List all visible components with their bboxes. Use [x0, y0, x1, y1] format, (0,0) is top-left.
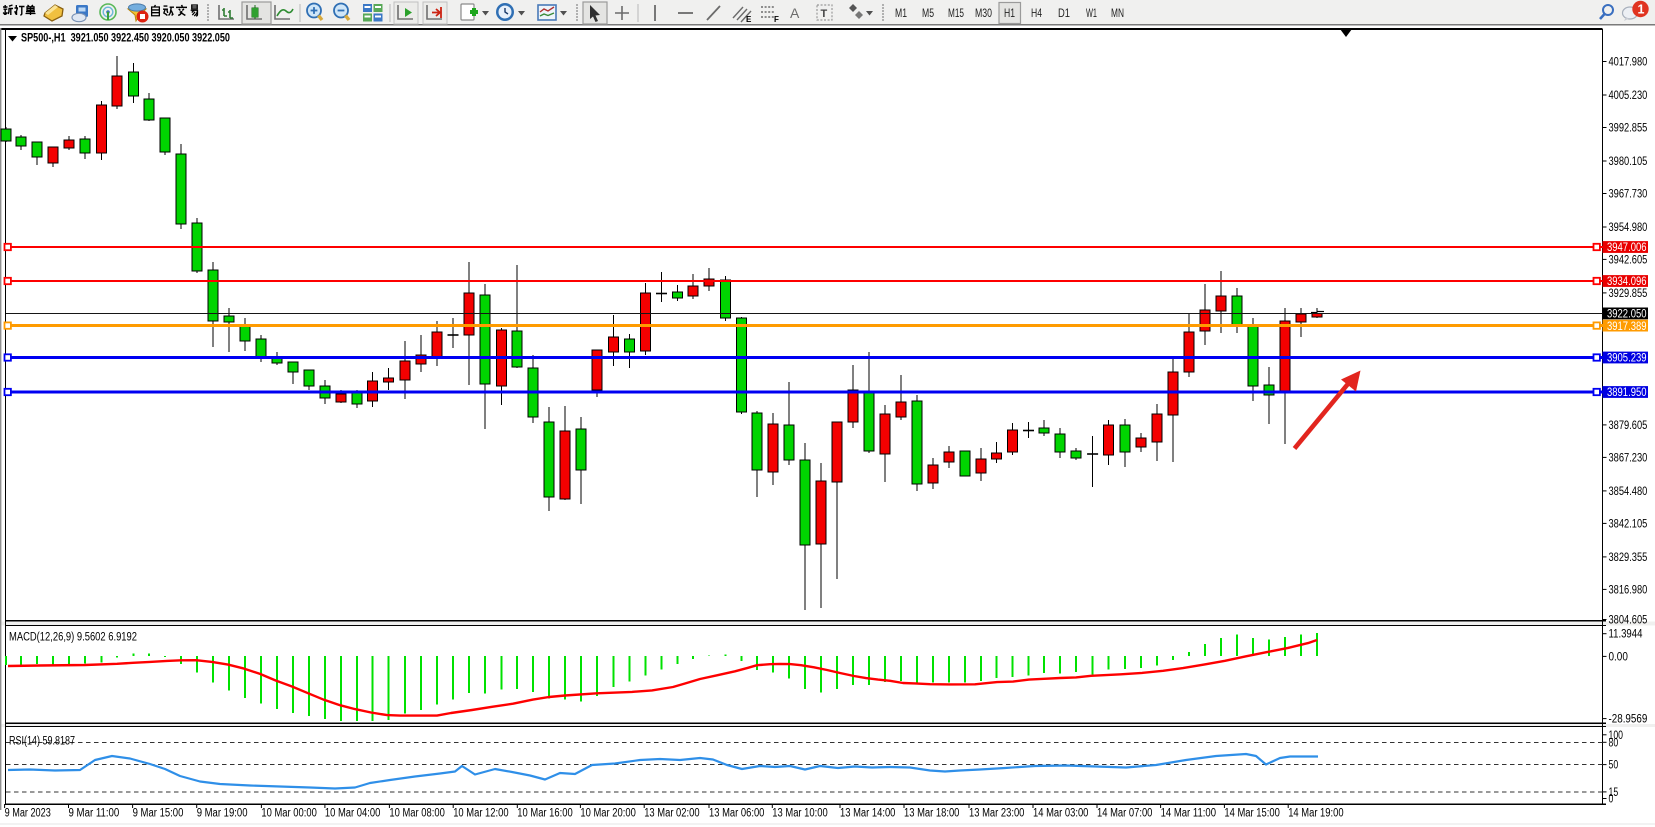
svg-text:9 Mar 19:00: 9 Mar 19:00 — [197, 808, 248, 820]
svg-text:3947.006: 3947.006 — [1607, 242, 1647, 254]
svg-text:14 Mar 07:00: 14 Mar 07:00 — [1097, 808, 1152, 820]
svg-text:M5: M5 — [922, 6, 934, 20]
svg-text:10 Mar 00:00: 10 Mar 00:00 — [261, 808, 316, 820]
svg-text:3842.105: 3842.105 — [1609, 518, 1648, 530]
svg-text:3942.605: 3942.605 — [1609, 254, 1648, 266]
svg-text:3967.730: 3967.730 — [1609, 189, 1648, 201]
svg-text:M30: M30 — [975, 6, 992, 20]
svg-text:10 Mar 12:00: 10 Mar 12:00 — [453, 808, 508, 820]
svg-text:A: A — [790, 5, 800, 21]
svg-text:50: 50 — [1609, 760, 1619, 772]
svg-text:9 Mar 11:00: 9 Mar 11:00 — [69, 808, 120, 820]
svg-text:3954.980: 3954.980 — [1609, 222, 1648, 234]
svg-text:T: T — [821, 8, 828, 20]
svg-text:3829.355: 3829.355 — [1609, 552, 1648, 564]
svg-text:14 Mar 19:00: 14 Mar 19:00 — [1288, 808, 1343, 820]
svg-text:15: 15 — [1609, 787, 1619, 799]
svg-text:W1: W1 — [1086, 6, 1097, 20]
svg-text:9 Mar 2023: 9 Mar 2023 — [5, 808, 51, 820]
svg-text:0: 0 — [1609, 794, 1614, 806]
svg-text:-28.9569: -28.9569 — [1609, 714, 1648, 726]
svg-text:F: F — [774, 15, 779, 24]
svg-text:MACD(12,26,9) 9.5602 6.9192: MACD(12,26,9) 9.5602 6.9192 — [9, 632, 137, 644]
svg-text:3929.855: 3929.855 — [1609, 288, 1648, 300]
svg-text:10 Mar 20:00: 10 Mar 20:00 — [580, 808, 635, 820]
svg-text:H1: H1 — [1004, 6, 1015, 20]
svg-text:13 Mar 23:00: 13 Mar 23:00 — [969, 808, 1024, 820]
svg-text:100: 100 — [1609, 730, 1624, 742]
svg-text:9 Mar 15:00: 9 Mar 15:00 — [133, 808, 184, 820]
svg-text:3934.096: 3934.096 — [1607, 276, 1647, 288]
svg-text:14 Mar 03:00: 14 Mar 03:00 — [1033, 808, 1088, 820]
svg-text:3992.855: 3992.855 — [1609, 123, 1648, 135]
svg-text:3905.239: 3905.239 — [1607, 353, 1647, 365]
svg-text:4005.230: 4005.230 — [1609, 90, 1648, 102]
svg-text:3816.980: 3816.980 — [1609, 584, 1648, 596]
svg-text:13 Mar 06:00: 13 Mar 06:00 — [709, 808, 764, 820]
svg-text:10 Mar 16:00: 10 Mar 16:00 — [517, 808, 572, 820]
svg-text:M15: M15 — [948, 6, 964, 20]
svg-text:SP500-,H1 3921.050 3922.450 3: SP500-,H1 3921.050 3922.450 3920.050 392… — [21, 31, 230, 45]
svg-text:0.00: 0.00 — [1609, 651, 1628, 663]
svg-text:13 Mar 18:00: 13 Mar 18:00 — [904, 808, 959, 820]
svg-text:1: 1 — [1638, 3, 1645, 17]
svg-text:3879.605: 3879.605 — [1609, 420, 1648, 432]
svg-text:10 Mar 04:00: 10 Mar 04:00 — [325, 808, 380, 820]
svg-text:80: 80 — [1609, 737, 1619, 749]
svg-text:3867.230: 3867.230 — [1609, 452, 1648, 464]
svg-text:11.3944: 11.3944 — [1609, 629, 1643, 641]
svg-text:14 Mar 15:00: 14 Mar 15:00 — [1224, 808, 1279, 820]
svg-text:3917.389: 3917.389 — [1607, 321, 1647, 333]
svg-text:13 Mar 14:00: 13 Mar 14:00 — [840, 808, 895, 820]
svg-text:MN: MN — [1111, 6, 1124, 20]
svg-text:3922.050: 3922.050 — [1607, 309, 1647, 321]
svg-text:H4: H4 — [1031, 6, 1042, 20]
svg-text:E: E — [746, 15, 752, 24]
svg-text:10 Mar 08:00: 10 Mar 08:00 — [389, 808, 444, 820]
svg-text:RSI(14) 59.8187: RSI(14) 59.8187 — [9, 736, 75, 748]
svg-text:13 Mar 02:00: 13 Mar 02:00 — [644, 808, 699, 820]
svg-text:13 Mar 10:00: 13 Mar 10:00 — [772, 808, 827, 820]
svg-text:3980.105: 3980.105 — [1609, 156, 1648, 168]
svg-text:14 Mar 11:00: 14 Mar 11:00 — [1161, 808, 1216, 820]
svg-text:3891.950: 3891.950 — [1607, 387, 1647, 399]
svg-text:M1: M1 — [895, 6, 907, 20]
svg-text:D1: D1 — [1058, 6, 1070, 20]
svg-text:3854.480: 3854.480 — [1609, 486, 1648, 498]
svg-text:4017.980: 4017.980 — [1609, 57, 1648, 69]
svg-text:3804.605: 3804.605 — [1609, 615, 1648, 627]
